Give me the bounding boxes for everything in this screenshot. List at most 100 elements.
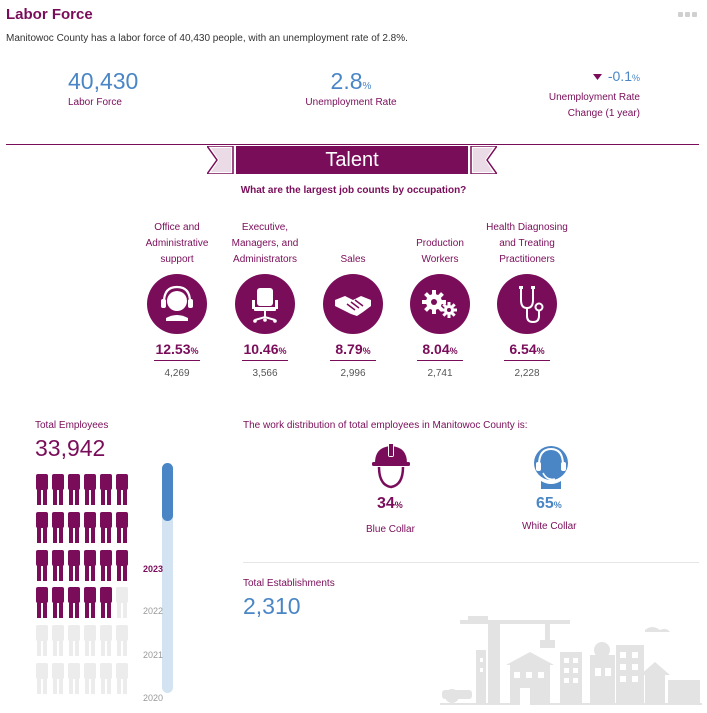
employee-figure-icon (51, 550, 64, 581)
headset-person-icon (534, 446, 568, 489)
total-employees-value: 33,942 (35, 435, 106, 461)
labor-force-label: Labor Force (68, 97, 122, 108)
more-options-icon[interactable] (678, 12, 697, 17)
year-2022[interactable]: 2022 (143, 606, 164, 616)
occupation-count: 2,228 (514, 368, 540, 379)
occupation-label-line: Workers (421, 254, 459, 265)
employee-figure-icon (51, 512, 64, 543)
year-2020[interactable]: 2020 (143, 693, 164, 703)
total-establishments-label: Total Establishments (243, 578, 335, 589)
unemployment-rate-value: 2.8 (330, 68, 363, 94)
occupation-divider (504, 360, 550, 361)
occupation-label-line: Health Diagnosing (486, 222, 568, 233)
blue-collar-unit: % (394, 500, 403, 510)
talent-banner: Talent (236, 146, 468, 174)
occupation-label-line: Administrative (145, 238, 209, 249)
employee-figure-icon (51, 587, 64, 618)
employee-figure-icon (115, 587, 128, 618)
occupation-pct-value: 8.04 (422, 341, 450, 357)
employee-figure-icon (83, 587, 96, 618)
unemployment-rate-unit: % (362, 81, 372, 92)
occupation-sales: Sales (308, 218, 398, 268)
labor-force-summary: Manitowoc County has a labor force of 40… (6, 33, 408, 44)
occupation-pct: 6.54% (482, 341, 572, 357)
employee-figure-icon (99, 625, 112, 656)
employee-figure-icon (99, 512, 112, 543)
occupation-question: What are the largest job counts by occup… (240, 185, 467, 196)
section-divider (6, 144, 699, 145)
occupation-office-and-administrative-support: Office and Administrative support (132, 218, 222, 268)
employee-figure-icon (115, 474, 128, 505)
occupation-label-line: Practitioners (499, 254, 555, 265)
employee-figure-icon (67, 550, 80, 581)
page-title: Labor Force (6, 6, 93, 23)
employee-figure-icon (51, 625, 64, 656)
occupation-health-diagnosing-and-treating-practitioners: Health Diagnosing and Treating Practitione… (482, 218, 572, 268)
city-skyline-illustration (440, 616, 702, 705)
year-slider-handle[interactable] (162, 463, 173, 521)
occupation-count: 2,996 (340, 368, 366, 379)
occupation-label-line: support (160, 254, 194, 265)
employee-figure-icon (83, 512, 96, 543)
occupation-pct-unit: % (190, 346, 199, 356)
talent-banner-ribbon (207, 146, 497, 174)
employee-figure-icon (99, 550, 112, 581)
unemployment-change-unit: % (631, 73, 640, 83)
occupation-pct-unit: % (278, 346, 287, 356)
white-collar-pct: 65 (536, 495, 554, 512)
occupation-pct: 12.53% (132, 341, 222, 357)
handshake-icon (323, 274, 383, 334)
unemployment-change-label-1: Unemployment Rate (548, 92, 640, 103)
employee-figure-icon (83, 663, 96, 694)
employee-figure-icon (115, 512, 128, 543)
employee-figure-icon (115, 625, 128, 656)
employee-figure-icon (35, 625, 48, 656)
employee-figure-icon (115, 550, 128, 581)
employee-figure-icon (99, 474, 112, 505)
employee-figure-icon (67, 663, 80, 694)
unemployment-change-label-2: Change (1 year) (567, 108, 640, 119)
occupation-pct-value: 10.46 (243, 341, 279, 357)
occupation-pct: 8.04% (395, 341, 485, 357)
blue-collar-label: Blue Collar (366, 524, 415, 535)
work-distribution-label: The work distribution of total employees… (243, 420, 528, 431)
employee-figure-icon (35, 587, 48, 618)
year-2021[interactable]: 2021 (143, 650, 164, 660)
employee-figure-icon (35, 550, 48, 581)
employee-figure-icon (51, 663, 64, 694)
occupation-label-line: Administrators (233, 254, 297, 265)
employee-figure-icon (67, 587, 80, 618)
white-collar-unit: % (553, 500, 562, 510)
employee-figure-icon (35, 474, 48, 505)
year-2023[interactable]: 2023 (143, 564, 164, 574)
down-arrow-icon (592, 74, 602, 81)
occupation-pct-unit: % (362, 346, 371, 356)
occupation-executive-managers-and-administrators: Executive, Managers, and Administrators (220, 218, 310, 268)
unemployment-rate-label: Unemployment Rate (305, 97, 397, 108)
employee-figure-icon (115, 663, 128, 694)
labor-force-value: 40,430 (68, 68, 139, 94)
employee-figure-icon (83, 474, 96, 505)
occupation-divider (417, 360, 463, 361)
occupation-pct-unit: % (536, 346, 545, 356)
employee-figure-icon (67, 625, 80, 656)
occupation-count: 3,566 (252, 368, 278, 379)
total-employees-label: Total Employees (35, 420, 109, 431)
occupation-count: 2,741 (427, 368, 453, 379)
occupation-label-line: Production (416, 238, 464, 249)
kpi-labor-force: 40,430 Labor Force (68, 68, 138, 108)
year-slider-track[interactable] (162, 463, 173, 693)
headset-person-icon (147, 274, 207, 334)
occupation-divider (154, 360, 200, 361)
occupation-count: 4,269 (164, 368, 190, 379)
employee-figure-icon (51, 474, 64, 505)
occupation-label-line: Managers, and (231, 238, 299, 249)
office-chair-icon (235, 274, 295, 334)
employee-figure-icon (67, 512, 80, 543)
occupation-label-line: Executive, (241, 222, 289, 233)
occupation-divider (330, 360, 376, 361)
occupation-pct-unit: % (449, 346, 458, 356)
occupation-pct-value: 8.79 (335, 341, 363, 357)
blue-collar-pct: 34 (377, 495, 395, 512)
unemployment-change-value: -0.1 (607, 68, 632, 84)
